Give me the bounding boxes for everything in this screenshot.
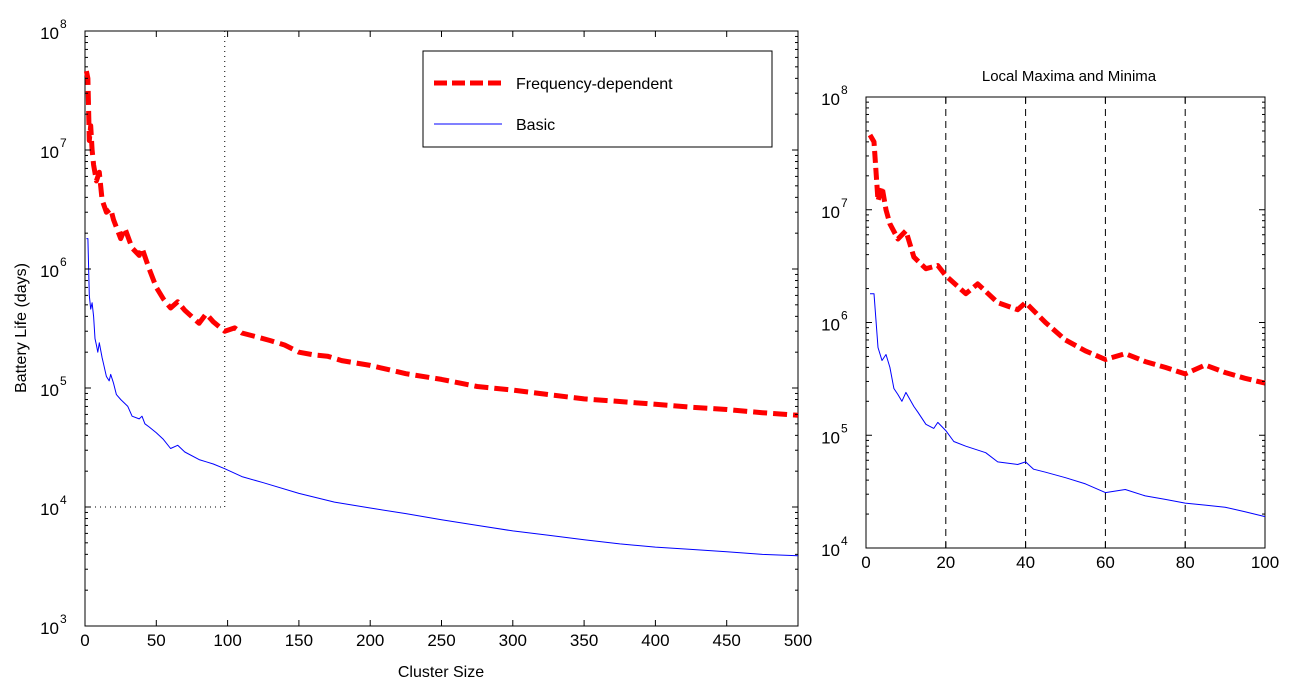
inset-chart-title: Local Maxima and Minima (982, 68, 1157, 85)
main-y-tick-label: 10 (40, 619, 59, 638)
y-axis-label: Battery Life (days) (13, 263, 30, 393)
main-y-tick-base: 10 (40, 143, 59, 162)
main-x-tick-label: 500 (784, 631, 812, 650)
main-y-tick-label: 10 (40, 500, 59, 519)
main-y-tick-base: 10 (40, 619, 59, 638)
main-x-tick-label: 250 (427, 631, 455, 650)
inset-y-tick-base: 10 (821, 541, 840, 560)
inset-y-tick-base: 10 (821, 428, 840, 447)
main-x-tick-label: 50 (147, 631, 166, 650)
inset-y-tick-base: 10 (821, 203, 840, 222)
main-y-tick-label: 10 (40, 262, 59, 281)
main-x-tick-label: 100 (213, 631, 241, 650)
main-x-tick-label: 0 (80, 631, 89, 650)
inset-plot-area (865, 96, 1266, 549)
inset-y-tick-exponent: 5 (841, 421, 848, 435)
main-y-tick-label: 10 (40, 24, 59, 43)
main-x-tick-label: 300 (499, 631, 527, 650)
inset-x-tick-label: 0 (861, 553, 870, 572)
inset-y-tick-base: 10 (821, 316, 840, 335)
main-x-tick-label: 200 (356, 631, 384, 650)
inset-x-tick-label: 100 (1251, 553, 1279, 572)
main-y-tick-label: 10 (40, 381, 59, 400)
main-y-tick-base: 10 (40, 500, 59, 519)
inset-series-basic-line (870, 293, 1266, 518)
inset-x-tick-label: 40 (1016, 553, 1035, 572)
main-y-tick-base: 10 (40, 381, 59, 400)
main-y-tick-exponent: 8 (60, 17, 67, 31)
main-y-tick-base: 10 (40, 24, 59, 43)
inset-x-tick-label: 60 (1096, 553, 1115, 572)
inset-y-tick-label: 10 (821, 203, 840, 222)
main-y-tick-exponent: 7 (60, 136, 67, 150)
inset-reference-lines (945, 97, 1186, 548)
legend-box (422, 50, 773, 148)
inset-x-tick-label: 20 (936, 553, 955, 572)
inset-y-tick-exponent: 6 (841, 309, 848, 323)
main-x-tick-label: 450 (713, 631, 741, 650)
main-series-group (83, 70, 799, 557)
inset-x-tick-label: 80 (1176, 553, 1195, 572)
legend: Frequency-dependent Basic (422, 50, 773, 148)
main-x-tick-label: 400 (641, 631, 669, 650)
main-y-tick-exponent: 3 (60, 612, 67, 626)
main-x-tick-label: 350 (570, 631, 598, 650)
inset-y-tick-exponent: 4 (841, 534, 848, 548)
inset-series-group (867, 133, 1266, 518)
main-y-tick-label: 10 (40, 143, 59, 162)
main-y-tick-exponent: 4 (60, 493, 67, 507)
inset-y-tick-exponent: 8 (841, 83, 848, 97)
inset-y-tick-base: 10 (821, 90, 840, 109)
inset-y-tick-label: 10 (821, 428, 840, 447)
main-y-tick-base: 10 (40, 262, 59, 281)
inset-y-tick-exponent: 7 (841, 196, 848, 210)
inset-y-tick-label: 10 (821, 316, 840, 335)
main-series-basic-line (86, 238, 799, 557)
inset-y-tick-label: 10 (821, 90, 840, 109)
main-y-tick-exponent: 5 (60, 374, 67, 388)
legend-label-basic: Basic (516, 117, 555, 134)
inset-y-tick-label: 10 (821, 541, 840, 560)
main-y-tick-exponent: 6 (60, 255, 67, 269)
x-axis-label: Cluster Size (398, 664, 484, 681)
main-x-tick-label: 150 (285, 631, 313, 650)
legend-label-frequency-dependent: Frequency-dependent (516, 76, 673, 93)
